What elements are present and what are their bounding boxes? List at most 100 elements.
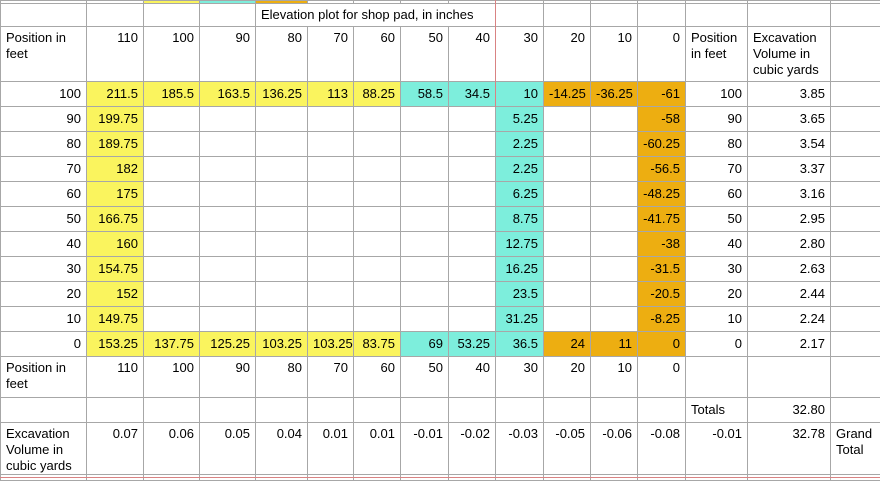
elevation-cell[interactable] — [400, 306, 449, 332]
col-header-position[interactable]: 50 — [400, 26, 449, 82]
elevation-cell[interactable] — [199, 181, 256, 207]
totals-label[interactable]: Totals — [685, 397, 748, 423]
col-header-position[interactable]: 60 — [353, 26, 401, 82]
elevation-cell[interactable] — [255, 106, 308, 132]
elevation-cell[interactable] — [448, 306, 496, 332]
elevation-cell[interactable] — [448, 281, 496, 307]
elevation-cell[interactable] — [143, 206, 200, 232]
cell[interactable] — [830, 81, 880, 107]
elevation-cell[interactable] — [199, 256, 256, 282]
cell[interactable] — [747, 3, 831, 27]
elevation-cell[interactable] — [400, 131, 449, 157]
col-header-position[interactable]: 30 — [495, 26, 544, 82]
elevation-cell[interactable] — [307, 156, 354, 182]
elevation-cell[interactable]: 11 — [590, 331, 638, 357]
cell[interactable] — [543, 397, 591, 423]
elevation-cell[interactable] — [199, 131, 256, 157]
elevation-cell[interactable] — [590, 231, 638, 257]
cell[interactable] — [543, 3, 591, 27]
volume-cell[interactable]: 2.17 — [747, 331, 831, 357]
totals-value[interactable]: 32.80 — [747, 397, 831, 423]
footer-position-value[interactable]: 40 — [448, 356, 496, 398]
elevation-cell[interactable] — [307, 231, 354, 257]
elevation-cell[interactable] — [307, 281, 354, 307]
excavation-cell[interactable]: -0.02 — [448, 422, 496, 475]
footer-position-value[interactable]: 60 — [353, 356, 401, 398]
elevation-cell[interactable] — [590, 131, 638, 157]
elevation-cell[interactable]: 12.75 — [495, 231, 544, 257]
elevation-cell[interactable] — [590, 256, 638, 282]
volume-cell[interactable]: 3.37 — [747, 156, 831, 182]
elevation-cell[interactable] — [255, 306, 308, 332]
col-header-position[interactable]: 80 — [255, 26, 308, 82]
elevation-cell[interactable]: 113 — [307, 81, 354, 107]
position-cell[interactable]: 80 — [685, 131, 748, 157]
row-label-position[interactable]: 90 — [0, 106, 87, 132]
excavation-cell[interactable]: -0.01 — [400, 422, 449, 475]
elevation-cell[interactable] — [543, 256, 591, 282]
elevation-cell[interactable] — [400, 156, 449, 182]
elevation-cell[interactable]: 53.25 — [448, 331, 496, 357]
elevation-cell[interactable] — [590, 156, 638, 182]
elevation-cell[interactable] — [307, 206, 354, 232]
volume-cell[interactable]: 2.24 — [747, 306, 831, 332]
elevation-cell[interactable]: 199.75 — [86, 106, 144, 132]
elevation-cell[interactable] — [353, 131, 401, 157]
elevation-cell[interactable] — [255, 206, 308, 232]
elevation-cell[interactable] — [307, 131, 354, 157]
elevation-cell[interactable] — [143, 156, 200, 182]
elevation-cell[interactable] — [307, 306, 354, 332]
elevation-cell[interactable]: -38 — [637, 231, 686, 257]
elevation-cell[interactable] — [353, 156, 401, 182]
position-cell[interactable]: 100 — [685, 81, 748, 107]
footer-position-value[interactable]: 70 — [307, 356, 354, 398]
row-label-position[interactable]: 40 — [0, 231, 87, 257]
elevation-cell[interactable] — [353, 256, 401, 282]
elevation-cell[interactable] — [143, 131, 200, 157]
footer-position-value[interactable]: 0 — [637, 356, 686, 398]
elevation-cell[interactable]: 149.75 — [86, 306, 144, 332]
elevation-cell[interactable]: -36.25 — [590, 81, 638, 107]
elevation-cell[interactable] — [448, 156, 496, 182]
elevation-cell[interactable] — [448, 206, 496, 232]
elevation-cell[interactable]: 10 — [495, 81, 544, 107]
elevation-cell[interactable] — [400, 231, 449, 257]
elevation-cell[interactable] — [448, 106, 496, 132]
cell[interactable] — [685, 356, 748, 398]
cell[interactable] — [830, 3, 880, 27]
cell[interactable] — [143, 397, 200, 423]
elevation-cell[interactable] — [199, 156, 256, 182]
excavation-cell[interactable]: 0.06 — [143, 422, 200, 475]
row-label-position[interactable]: 30 — [0, 256, 87, 282]
cell[interactable] — [199, 397, 256, 423]
elevation-cell[interactable]: 6.25 — [495, 181, 544, 207]
elevation-cell[interactable] — [143, 256, 200, 282]
elevation-cell[interactable]: -60.25 — [637, 131, 686, 157]
elevation-cell[interactable] — [353, 106, 401, 132]
position-cell[interactable]: 30 — [685, 256, 748, 282]
elevation-cell[interactable] — [353, 206, 401, 232]
elevation-cell[interactable]: 8.75 — [495, 206, 544, 232]
footer-position-value[interactable]: 10 — [590, 356, 638, 398]
elevation-cell[interactable]: -58 — [637, 106, 686, 132]
elevation-cell[interactable]: 182 — [86, 156, 144, 182]
sheet-title-cell[interactable]: Elevation plot for shop pad, in inches — [255, 3, 544, 27]
excavation-cell[interactable]: -0.03 — [495, 422, 544, 475]
elevation-cell[interactable] — [199, 206, 256, 232]
elevation-cell[interactable]: 24 — [543, 331, 591, 357]
cell[interactable] — [637, 3, 686, 27]
footer-position-value[interactable]: 100 — [143, 356, 200, 398]
col-header-position[interactable]: 90 — [199, 26, 256, 82]
elevation-cell[interactable]: 136.25 — [255, 81, 308, 107]
position-cell[interactable]: 50 — [685, 206, 748, 232]
position-cell[interactable]: 0 — [685, 331, 748, 357]
elevation-cell[interactable] — [543, 306, 591, 332]
elevation-cell[interactable]: 103.25 — [307, 331, 354, 357]
elevation-cell[interactable]: 23.5 — [495, 281, 544, 307]
elevation-cell[interactable] — [543, 206, 591, 232]
volume-cell[interactable]: 3.85 — [747, 81, 831, 107]
elevation-cell[interactable]: -14.25 — [543, 81, 591, 107]
elevation-cell[interactable] — [448, 231, 496, 257]
excavation-cell[interactable]: -0.06 — [590, 422, 638, 475]
elevation-cell[interactable] — [543, 156, 591, 182]
